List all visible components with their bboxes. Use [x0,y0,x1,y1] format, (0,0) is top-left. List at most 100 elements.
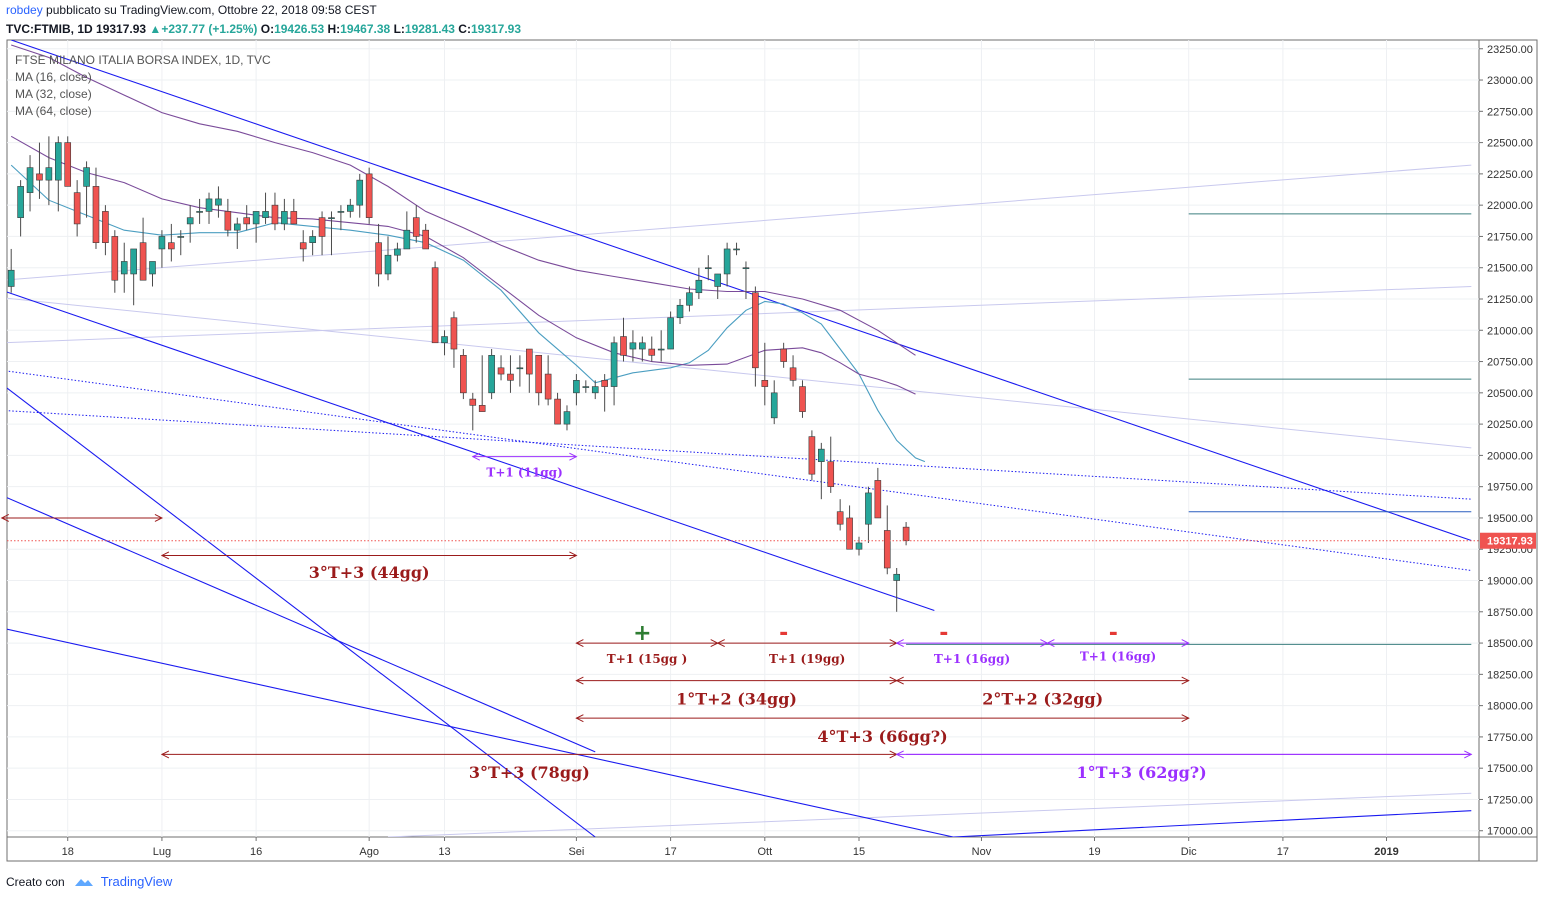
author-link[interactable]: robdey [6,3,43,17]
candle [855,536,863,556]
span-arrow-left [575,676,584,685]
candle-body [535,354,543,394]
candle-body [695,279,703,294]
candle-body [168,242,175,250]
span-arrow-left [471,452,481,461]
candle [544,355,552,406]
ma-line-1 [10,164,926,463]
legend-ma2: MA (32, close) [15,87,92,101]
span-annotation: T+1 (11gg) [471,452,578,480]
channel-line-dotted [7,370,1472,571]
y-tick-label: 23000.00 [1487,75,1533,87]
candle-body [309,236,316,243]
span-arrow-left [160,750,170,759]
span-arrow-right [1181,714,1190,723]
y-tick-label: 21250.00 [1487,294,1533,306]
candle-body [422,229,429,250]
candle-body [83,167,90,187]
candle-body [64,142,72,187]
span-annotation: T+1 (16gg) [895,639,1049,666]
x-tick-label: Nov [972,846,992,858]
candle [422,223,429,250]
span-annotation: T+1 (19gg) [716,639,898,666]
span-arrow-left [575,714,584,723]
candle [26,155,34,212]
candle [525,348,533,393]
legend-ma1: MA (16, close) [15,70,92,84]
candle [808,430,816,481]
span-label: T+1 (11gg) [486,466,562,480]
candle [667,311,674,350]
candle-body [441,336,448,344]
channel-line [7,628,954,837]
candle-body [648,348,656,356]
candle-body [394,248,401,256]
span-annotation: T+1 (16gg) [1046,639,1190,664]
candle-body [582,386,590,388]
candle-body [403,229,411,250]
candle [92,167,100,249]
candle-body [836,511,844,525]
candle [780,342,787,368]
candle-body [902,526,910,542]
signal-mark: - [939,621,948,646]
candle-body [177,236,185,238]
candle [375,223,382,287]
candle [365,167,373,224]
span-label: T+1 (19gg) [769,652,845,666]
candle-body [799,386,806,412]
candle [271,192,279,231]
channel-line [11,40,1472,541]
created-with: Creato con [6,874,65,889]
channel-line-dotted [7,410,1472,500]
candle [7,248,15,293]
legend-ma3: MA (64, close) [15,104,92,118]
plot-area [7,40,1479,837]
candle-body [7,269,15,287]
candle [299,230,307,262]
span-label: 2°T+2 (32gg) [982,689,1103,708]
faint-trend-line [387,792,1472,837]
candle [45,136,53,206]
candle [478,355,486,412]
y-tick-label: 20250.00 [1487,419,1533,431]
candle [83,161,90,218]
candle [591,380,599,400]
candle-body [262,211,269,218]
candle-body [243,217,250,225]
symbol: TVC:FTMIB, 1D [6,22,93,36]
span-annotation: 1°T+3 (62gg?) [895,750,1473,782]
candle [54,136,62,212]
candle [704,255,712,281]
candle-body [629,342,637,350]
candle [733,242,740,256]
candle-body [723,248,731,275]
candle-body [525,348,533,375]
candle [120,242,128,293]
y-tick-label: 18000.00 [1487,701,1533,713]
candle [186,205,194,243]
last-price-tag [1480,532,1536,549]
y-tick-label: 20750.00 [1487,357,1533,369]
candle [111,230,119,293]
candle [168,223,175,262]
candle [827,436,835,493]
last-price-label: 19317.93 [1487,536,1533,548]
tradingview-brand[interactable]: TradingView [100,874,173,889]
candle [563,405,571,431]
candle [252,211,260,243]
candle [205,192,213,224]
candle [17,180,24,237]
y-tick-label: 21500.00 [1487,263,1533,275]
candle-body [865,492,872,525]
span-arrow-left [160,551,170,560]
candle-body [507,373,514,381]
y-tick-label: 21750.00 [1487,231,1533,243]
y-tick-label: 22000.00 [1487,200,1533,212]
y-tick-label: 18750.00 [1487,607,1533,619]
candle [356,173,364,218]
candle-body [328,217,335,219]
candle-body [460,354,467,394]
candle [761,342,769,406]
